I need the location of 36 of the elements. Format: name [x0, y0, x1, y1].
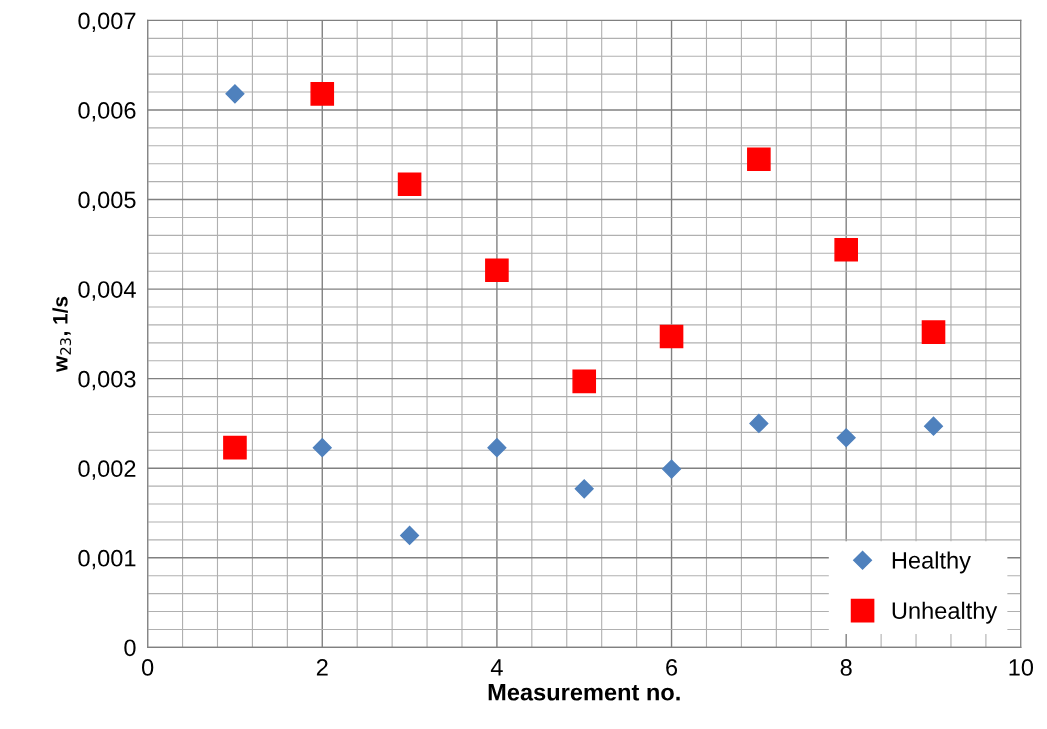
point — [312, 438, 332, 458]
y-tick-label: 0,004 — [78, 281, 136, 301]
x-axis-title: Measurement no. — [488, 684, 680, 701]
point — [659, 324, 684, 349]
point — [397, 172, 422, 197]
point — [749, 413, 769, 433]
legend-label: Unhealthy — [892, 601, 998, 624]
x-tick-label: 4 — [490, 659, 503, 676]
x-tick-label: 0 — [141, 659, 154, 676]
point — [225, 84, 245, 104]
point — [485, 258, 509, 283]
y-tick-label: 0,003 — [78, 370, 136, 391]
point — [747, 147, 771, 172]
y-tick-label: 0,005 — [78, 191, 136, 212]
point — [921, 320, 946, 344]
y-tick-label: 0,006 — [78, 102, 136, 122]
point — [662, 459, 682, 479]
x-tick-label: 10 — [1009, 659, 1034, 676]
y-axis-title: w$_{23}$, 1/s — [52, 296, 72, 373]
y-tick-label: 0 — [124, 639, 136, 657]
x-tick-label: 6 — [666, 659, 678, 676]
x-tick-label: 8 — [840, 659, 852, 676]
point — [310, 82, 335, 106]
point — [923, 416, 944, 436]
y-tick-label: 0,002 — [78, 460, 136, 480]
legend-label: Healthy — [892, 551, 971, 574]
y-tick-label: 0,001 — [78, 549, 136, 570]
point — [574, 479, 594, 499]
point — [223, 435, 247, 460]
point — [400, 525, 420, 545]
point — [834, 237, 858, 262]
point — [487, 438, 507, 458]
point — [572, 369, 597, 394]
y-tick-label: 0,007 — [78, 12, 136, 32]
point — [836, 428, 856, 448]
x-tick-label: 2 — [316, 659, 328, 676]
